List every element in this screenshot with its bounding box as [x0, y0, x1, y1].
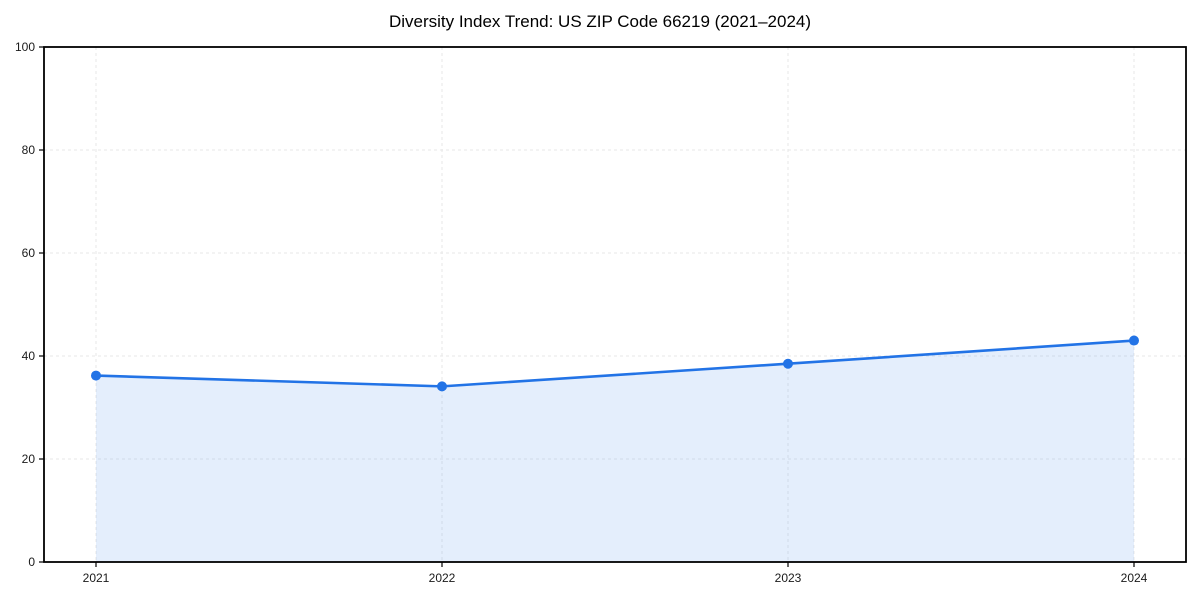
y-tick-label: 60: [22, 246, 36, 260]
data-point-2022: [437, 381, 447, 392]
x-tick-label: 2024: [1121, 571, 1148, 585]
trend-line: [94, 339, 1136, 388]
y-tick-label: 20: [22, 452, 36, 466]
x-tick-label: 2022: [429, 571, 456, 585]
y-tick-label: 40: [22, 349, 36, 363]
x-tick-label: 2023: [775, 571, 802, 585]
data-point-2024: [1129, 335, 1139, 346]
y-tick-label: 80: [22, 143, 36, 157]
chart-title: Diversity Index Trend: US ZIP Code 66219…: [388, 12, 812, 31]
data-point-2023: [783, 358, 793, 369]
y-tick-label: 0: [28, 555, 35, 569]
area-fill: [96, 340, 1134, 562]
plot-border: [43, 46, 1187, 563]
data-point-2021: [91, 370, 101, 381]
x-tick-label: 2021: [83, 571, 110, 585]
y-tick-label: 100: [15, 40, 35, 54]
